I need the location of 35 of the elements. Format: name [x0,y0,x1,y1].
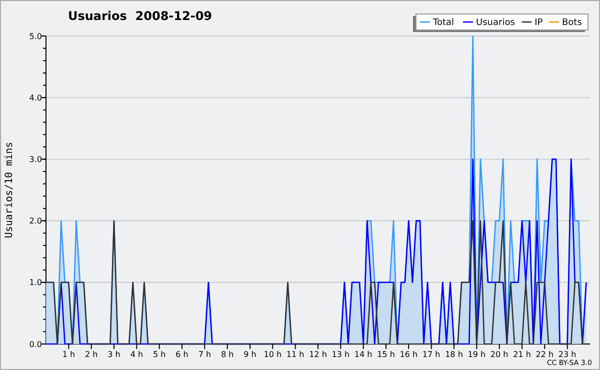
y-axis-title: Usuarios/10 mins [4,142,15,238]
x-tick-label: 6 h [176,350,188,359]
legend-label: Bots [562,18,582,28]
y-tick-label: 5.0 [29,32,42,41]
legend-label: IP [534,18,544,28]
x-tick-label: 3 h [108,350,120,359]
x-tick-label: 15 h [377,350,395,359]
x-tick-label: 10 h [264,350,282,359]
y-tick-label: 0.0 [29,340,42,349]
legend-label: Total [432,18,454,28]
x-tick-label: 19 h [468,350,486,359]
x-tick-label: 18 h [445,350,463,359]
x-tick-label: 1 h [62,350,76,359]
y-tick-label: 1.0 [29,278,42,288]
x-tick-label: 20 h [490,350,508,359]
y-tick-label: 4.0 [29,93,42,102]
y-tick-label: 3.0 [29,155,42,164]
chart-title: Usuarios 2008-12-09 [68,9,212,23]
legend-label: Usuarios [476,18,516,28]
x-tick-label: 14 h [354,350,372,359]
x-tick-label: 4 h [130,350,144,359]
x-tick-label: 11 h [286,350,304,359]
x-tick-label: 2 h [84,350,98,359]
y-tick-label: 2.0 [29,216,42,226]
x-tick-label: 21 h [513,350,531,359]
x-tick-label: 23 h [558,350,576,359]
x-tick-label: 5 h [152,350,166,359]
x-tick-label: 22 h [536,350,554,359]
x-tick-label: 12 h [309,350,327,359]
x-tick-label: 9 h [244,350,256,359]
x-tick-label: 8 h [220,350,234,359]
x-tick-label: 13 h [332,350,350,359]
x-tick-label: 16 h [400,350,418,359]
x-tick-label: 7 h [198,350,212,359]
x-tick-label: 17 h [422,350,440,359]
